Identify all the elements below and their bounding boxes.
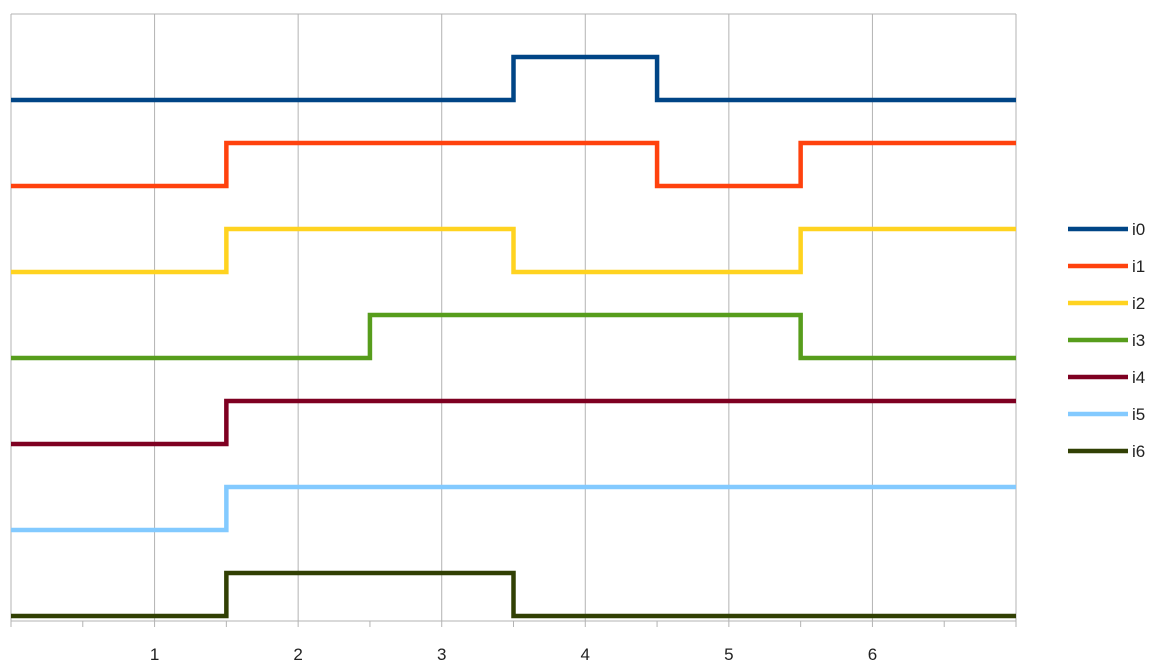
series-line-i2 — [11, 226, 1016, 275]
series-line-i5 — [11, 484, 1016, 533]
x-tick-label: 4 — [581, 645, 590, 661]
legend-label-i4: i4 — [1132, 368, 1145, 387]
series-line-i3 — [11, 312, 1016, 361]
grid — [10, 13, 1017, 627]
x-tick-label: 2 — [293, 645, 302, 661]
legend-label-i2: i2 — [1132, 294, 1145, 313]
legend-label-i5: i5 — [1132, 405, 1145, 424]
x-axis-ticks: 1 2 3 4 5 6 — [150, 645, 877, 661]
x-tick-label: 6 — [868, 645, 877, 661]
x-tick-label: 3 — [437, 645, 446, 661]
x-tick-label: 1 — [150, 645, 159, 661]
legend-label-i3: i3 — [1132, 331, 1145, 350]
series-line-i1 — [11, 140, 1016, 189]
series-line-i4 — [11, 398, 1016, 447]
legend: i0 i1 i2 i3 i4 i5 i6 — [1068, 220, 1145, 461]
legend-label-i6: i6 — [1132, 442, 1145, 461]
series-lines — [11, 54, 1016, 619]
legend-label-i1: i1 — [1132, 257, 1145, 276]
series-line-i6 — [11, 570, 1016, 619]
x-tick-label: 5 — [724, 645, 733, 661]
legend-label-i0: i0 — [1132, 220, 1145, 239]
series-line-i0 — [11, 54, 1016, 103]
